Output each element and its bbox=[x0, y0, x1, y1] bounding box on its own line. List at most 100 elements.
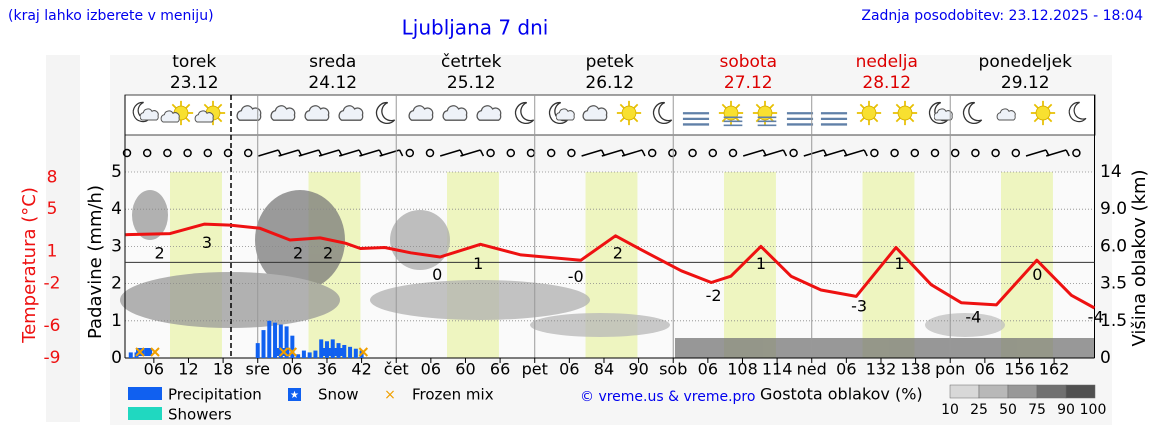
temp-value-label: -0 bbox=[568, 267, 584, 286]
density-swatch bbox=[978, 384, 1009, 399]
cloud-density bbox=[120, 190, 1095, 358]
day-date: 23.12 bbox=[170, 73, 219, 93]
frozen-marker bbox=[135, 347, 145, 357]
precip-bar bbox=[353, 348, 358, 358]
wind-calm bbox=[405, 148, 415, 158]
frozen-marker bbox=[150, 347, 160, 357]
precip-tick-label: 4 bbox=[111, 199, 122, 219]
wind-calm bbox=[243, 148, 253, 158]
precip-bar bbox=[261, 330, 266, 358]
x-tick-label: 90 bbox=[628, 360, 648, 379]
wind-calm bbox=[163, 148, 172, 158]
x-tick-label: 06 bbox=[698, 360, 718, 379]
temp-value-label: 0 bbox=[1032, 265, 1042, 284]
density-swatch bbox=[1007, 384, 1038, 399]
density-tick-label: 50 bbox=[999, 402, 1017, 418]
wind-calm bbox=[708, 148, 718, 158]
temp-value-label: 1 bbox=[473, 254, 483, 273]
snow-marker bbox=[274, 348, 283, 356]
precip-bar bbox=[255, 343, 260, 358]
legend-snow-star: ★ bbox=[290, 390, 299, 401]
density-swatch bbox=[1065, 384, 1096, 399]
x-tick-label: 84 bbox=[594, 360, 614, 379]
day-name: petek bbox=[586, 52, 634, 72]
precip-tick-label: 5 bbox=[111, 162, 122, 182]
precip-bar bbox=[342, 344, 347, 358]
wind-barb bbox=[843, 149, 868, 157]
density-tick-label: 25 bbox=[970, 402, 988, 418]
x-tick-label: 06 bbox=[282, 360, 302, 379]
temperature-line bbox=[125, 222, 1096, 310]
wind-calm bbox=[870, 148, 879, 158]
x-tick-label: sre bbox=[246, 360, 270, 379]
precip-bar bbox=[301, 350, 306, 358]
precip-bar bbox=[348, 346, 353, 358]
frozen-marker bbox=[358, 347, 369, 357]
density-swatch bbox=[1036, 384, 1067, 399]
daylight-band bbox=[724, 172, 776, 358]
daylight-band bbox=[170, 172, 222, 358]
temp-value-label: 0 bbox=[432, 265, 442, 284]
wind-calm bbox=[991, 148, 1000, 158]
frozen-marker bbox=[287, 347, 298, 357]
day-date: 29.12 bbox=[1001, 73, 1050, 93]
precip-bar bbox=[296, 354, 301, 358]
day-name: sreda bbox=[309, 52, 356, 72]
cloud-height-tick-label: 6.0 bbox=[1100, 236, 1127, 256]
left-panel bbox=[46, 55, 80, 422]
daylight-bands bbox=[170, 172, 1053, 358]
day-date: 26.12 bbox=[585, 73, 634, 93]
precip-tick-label: 1 bbox=[111, 311, 122, 331]
day-name: torek bbox=[172, 52, 216, 72]
precipitation-axis-label: Padavine (mm/h) bbox=[85, 185, 106, 339]
legend-frozen-swatch: × bbox=[384, 387, 396, 403]
cloud-height-tick-label: 3.5 bbox=[1100, 274, 1127, 294]
wind-barb bbox=[621, 149, 646, 157]
temp-value-label: 2 bbox=[613, 244, 623, 263]
density-swatch bbox=[949, 384, 980, 399]
x-tick-label: 06 bbox=[421, 360, 441, 379]
wind-calm bbox=[688, 148, 697, 158]
x-tick-label: 36 bbox=[317, 360, 337, 379]
cloud-height-tick-label: 0 bbox=[1100, 348, 1111, 368]
day-name: ponedeljek bbox=[979, 52, 1073, 72]
x-tick-label: 18 bbox=[213, 360, 233, 379]
wind-calm bbox=[950, 148, 960, 158]
wind-calm bbox=[506, 148, 516, 158]
temp-value-label: 2 bbox=[155, 244, 165, 263]
temperature-axis-label: Temperatura (°C) bbox=[19, 187, 40, 344]
density-legend-title: Gostota oblakov (%) bbox=[760, 385, 923, 404]
wind-calm bbox=[890, 148, 899, 158]
density-tick-label: 75 bbox=[1028, 402, 1046, 418]
wind-barb bbox=[460, 149, 485, 157]
wind-calm bbox=[789, 148, 798, 158]
x-tick-label: 114 bbox=[762, 360, 793, 379]
day-date: 28.12 bbox=[862, 73, 911, 93]
x-tick-label: ned bbox=[797, 360, 827, 379]
chart-title: Ljubljana 7 dni bbox=[402, 16, 549, 40]
updated: Zadnja posodobitev: 23.12.2025 - 18:04 bbox=[861, 8, 1143, 24]
day-name: nedelja bbox=[856, 52, 918, 72]
legend-showers-swatch bbox=[128, 407, 162, 420]
frozen-marker bbox=[278, 347, 289, 357]
precip-bar bbox=[284, 326, 289, 358]
x-tick-label: pon bbox=[935, 360, 965, 379]
x-tick-label: 108 bbox=[727, 360, 758, 379]
temp-tick-label: 8 bbox=[47, 167, 58, 187]
precip-bar bbox=[307, 352, 312, 358]
snow-marker bbox=[281, 348, 290, 356]
cloud-height-tick-label: 9.0 bbox=[1100, 199, 1127, 219]
wind-calm bbox=[930, 148, 940, 158]
x-tick-label: 138 bbox=[900, 360, 931, 379]
precip-tick-label: 3 bbox=[111, 236, 122, 256]
x-tick-label: 06 bbox=[144, 360, 164, 379]
wind-calm bbox=[142, 148, 152, 158]
wind-calm bbox=[728, 148, 738, 158]
x-tick-label: 12 bbox=[178, 360, 198, 379]
precip-bar bbox=[319, 339, 324, 358]
precip-bar bbox=[267, 320, 272, 358]
x-tick-label: 162 bbox=[1039, 360, 1070, 379]
wind-calm bbox=[1072, 148, 1081, 158]
legend-snow-swatch bbox=[288, 388, 301, 401]
